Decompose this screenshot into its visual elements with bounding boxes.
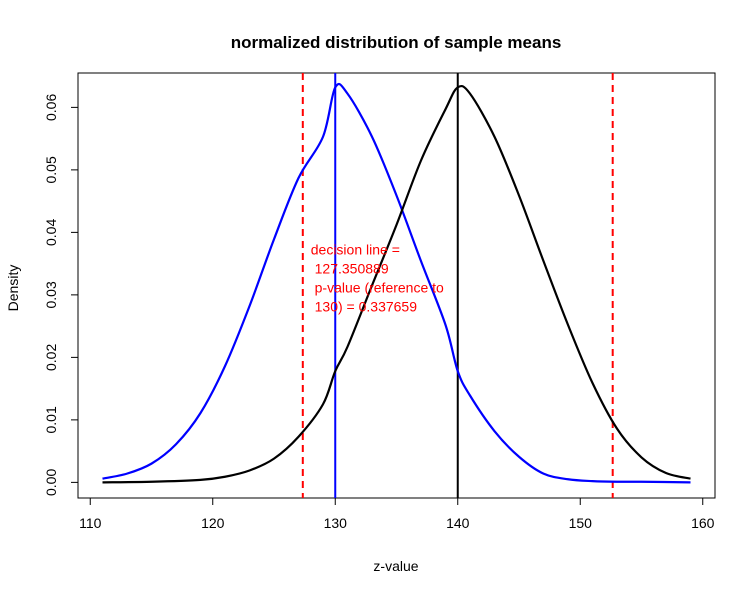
y-axis-label: Density (5, 265, 21, 312)
density-curve-1 (102, 82, 691, 484)
x-axis: 110 120 130 140 150 160 (79, 497, 715, 531)
annotation-line: decision line = (311, 241, 400, 257)
density-curve-2 (102, 84, 691, 484)
y-tick-label: 0.01 (43, 406, 59, 433)
decision-annotation: decision line = 127.350889 p-value (refe… (311, 241, 444, 314)
y-tick-label: 0.00 (43, 469, 59, 496)
y-tick-label: 0.04 (43, 219, 59, 246)
y-tick-label: 0.05 (43, 156, 59, 183)
x-tick-label: 130 (324, 515, 348, 531)
y-axis: 0.00 0.01 0.02 0.03 0.04 0.05 0.06 (43, 94, 79, 496)
annotation-line: 127.350889 (311, 260, 389, 276)
x-tick-label: 160 (691, 515, 715, 531)
x-tick-label: 150 (569, 515, 593, 531)
annotation-line: p-value (reference to (311, 279, 444, 295)
y-tick-label: 0.02 (43, 344, 59, 371)
annotation-line: 130) = 0.337659 (311, 298, 417, 314)
x-tick-label: 120 (201, 515, 225, 531)
density-curves (102, 82, 691, 484)
y-tick-label: 0.03 (43, 281, 59, 308)
reference-lines (301, 73, 614, 498)
x-tick-label: 140 (446, 515, 470, 531)
y-tick-label: 0.06 (43, 94, 59, 121)
x-axis-label: z-value (373, 558, 418, 574)
x-tick-label: 110 (79, 515, 102, 531)
chart-title: normalized distribution of sample means (231, 33, 562, 52)
